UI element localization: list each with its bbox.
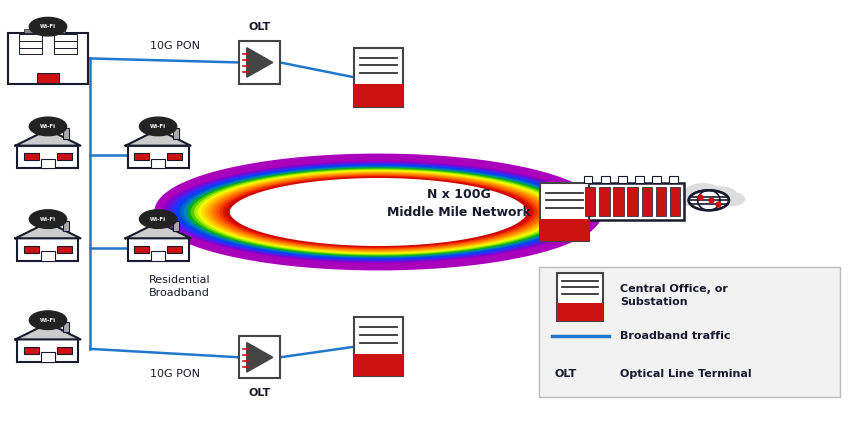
- Bar: [42, 159, 54, 168]
- Bar: [18, 145, 78, 168]
- Bar: [642, 187, 652, 215]
- Bar: [54, 41, 76, 47]
- Text: Residential
Broadband: Residential Broadband: [149, 275, 210, 298]
- Polygon shape: [126, 129, 190, 145]
- Bar: [134, 153, 149, 160]
- Bar: [37, 73, 60, 83]
- Bar: [24, 29, 34, 33]
- Polygon shape: [126, 222, 190, 238]
- Bar: [240, 336, 280, 378]
- Bar: [614, 187, 624, 215]
- Bar: [354, 354, 403, 376]
- Circle shape: [718, 192, 745, 206]
- Bar: [585, 187, 595, 215]
- Bar: [540, 267, 840, 397]
- Bar: [599, 187, 609, 215]
- Text: 10G PON: 10G PON: [150, 369, 200, 379]
- Text: Wi-Fi: Wi-Fi: [40, 24, 56, 29]
- Text: Wi-Fi: Wi-Fi: [150, 124, 167, 129]
- Text: Broadband traffic: Broadband traffic: [620, 331, 730, 341]
- Bar: [618, 176, 626, 183]
- Circle shape: [667, 195, 691, 207]
- Bar: [173, 221, 179, 231]
- Bar: [54, 34, 76, 41]
- Bar: [151, 159, 165, 168]
- Bar: [541, 219, 589, 242]
- Circle shape: [702, 194, 728, 207]
- Bar: [57, 347, 71, 354]
- Bar: [42, 352, 54, 362]
- Circle shape: [685, 184, 721, 201]
- Bar: [151, 251, 165, 260]
- Text: N x 100G
Middle Mile Network: N x 100G Middle Mile Network: [387, 188, 531, 219]
- Bar: [173, 128, 179, 139]
- Bar: [56, 29, 65, 33]
- Bar: [240, 42, 280, 84]
- Bar: [652, 176, 660, 183]
- Bar: [63, 221, 70, 231]
- Circle shape: [139, 210, 177, 229]
- Circle shape: [30, 117, 66, 136]
- Bar: [18, 339, 78, 362]
- Text: OLT: OLT: [249, 22, 271, 32]
- Circle shape: [139, 117, 177, 136]
- Bar: [63, 322, 70, 332]
- Bar: [20, 41, 42, 47]
- Bar: [134, 245, 149, 253]
- Bar: [601, 176, 609, 183]
- Bar: [18, 238, 78, 260]
- Bar: [54, 47, 76, 54]
- Circle shape: [673, 189, 703, 204]
- Bar: [354, 317, 403, 376]
- Polygon shape: [15, 129, 81, 145]
- Bar: [635, 176, 643, 183]
- Bar: [167, 245, 182, 253]
- Bar: [354, 48, 403, 107]
- Polygon shape: [15, 222, 81, 238]
- Bar: [24, 347, 39, 354]
- Polygon shape: [246, 343, 273, 372]
- Bar: [167, 153, 182, 160]
- Bar: [627, 187, 638, 215]
- Bar: [541, 182, 589, 242]
- Text: Wi-Fi: Wi-Fi: [40, 318, 56, 323]
- Text: Optical Line Terminal: Optical Line Terminal: [620, 369, 751, 379]
- Text: Wi-Fi: Wi-Fi: [40, 124, 56, 129]
- Polygon shape: [15, 323, 81, 339]
- Text: Wi-Fi: Wi-Fi: [40, 217, 56, 222]
- Text: 10G PON: 10G PON: [150, 41, 200, 50]
- Bar: [8, 33, 88, 84]
- Bar: [584, 176, 592, 183]
- Polygon shape: [246, 48, 273, 77]
- Text: Central Office, or
Substation: Central Office, or Substation: [620, 284, 728, 307]
- Bar: [128, 145, 189, 168]
- Text: Wi-Fi: Wi-Fi: [150, 217, 167, 222]
- Circle shape: [705, 187, 737, 203]
- Bar: [655, 187, 666, 215]
- Bar: [20, 34, 42, 41]
- Bar: [20, 47, 42, 54]
- Bar: [669, 176, 677, 183]
- Circle shape: [30, 17, 66, 36]
- Circle shape: [688, 190, 729, 210]
- Text: OLT: OLT: [249, 388, 271, 398]
- Bar: [42, 251, 54, 260]
- Bar: [128, 238, 189, 260]
- Bar: [24, 153, 39, 160]
- Text: Regional Internet
Point of Presence
(PoP): Regional Internet Point of Presence (PoP…: [577, 267, 688, 303]
- Bar: [24, 245, 39, 253]
- Bar: [557, 273, 604, 321]
- Bar: [57, 245, 71, 253]
- Bar: [63, 128, 70, 139]
- Text: OLT: OLT: [554, 369, 577, 379]
- Bar: [57, 153, 71, 160]
- Bar: [557, 303, 604, 321]
- Circle shape: [30, 311, 66, 329]
- Circle shape: [30, 210, 66, 229]
- Bar: [354, 84, 403, 107]
- Bar: [670, 187, 680, 215]
- Bar: [581, 183, 684, 220]
